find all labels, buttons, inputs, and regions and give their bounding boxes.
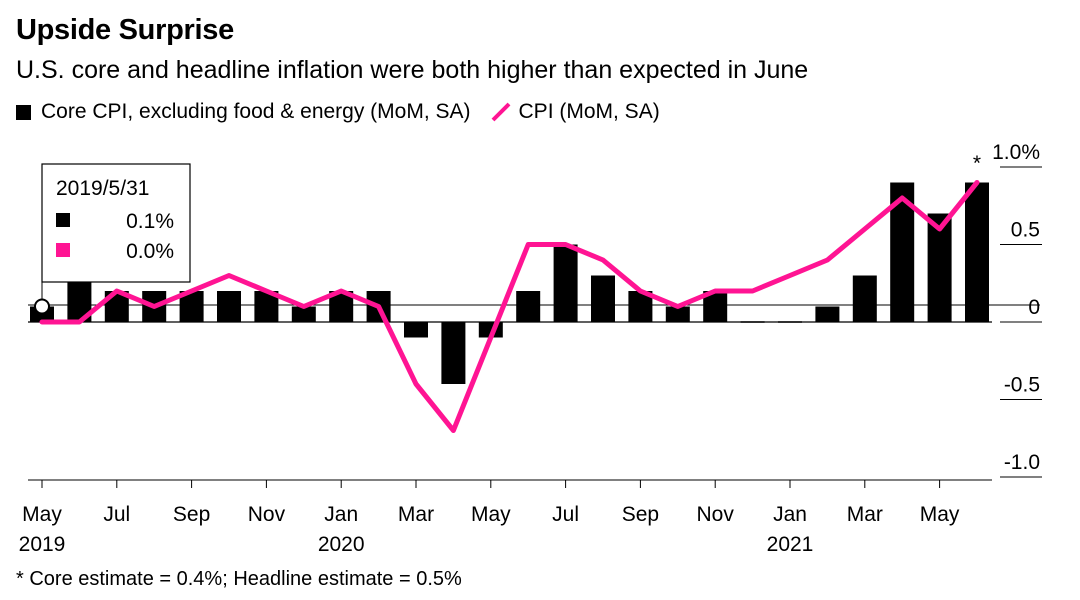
cpi-line	[39, 180, 980, 433]
y-tick-label-3: -0.5	[1004, 374, 1040, 397]
legend-cpi-label: CPI (MoM, SA)	[518, 100, 660, 123]
core-bar-2020-08	[591, 275, 615, 322]
x-tick-label-2019-05: May	[22, 503, 62, 526]
footnote: * Core estimate = 0.4%; Headline estimat…	[16, 568, 462, 590]
x-tick-label-2021-05: May	[920, 503, 960, 526]
x-tick-year-2019: 2019	[19, 533, 66, 556]
x-tick-label-2020-07: Jul	[552, 503, 579, 526]
core-bar-2020-06	[516, 291, 541, 322]
tooltip-core-value: 0.1%	[126, 210, 174, 233]
y-tick-label-1: 0.5	[1011, 219, 1040, 242]
y-tick-label-2: 0	[1028, 296, 1040, 319]
core-bar-2020-07	[553, 244, 578, 322]
core-bar-2019-10	[217, 291, 241, 322]
core-bar-2020-03	[404, 322, 428, 338]
core-bar-2021-06	[965, 182, 989, 322]
tooltip-core-swatch	[56, 213, 70, 227]
core-bar-2020-04	[441, 322, 466, 384]
x-tick-label-2021-03: Mar	[847, 503, 883, 526]
x-tick-label-2020-09: Sep	[622, 503, 659, 526]
y-tick-label-4: -1.0	[1004, 451, 1040, 474]
core-bar-2021-05	[927, 213, 952, 322]
x-tick-label-2020-11: Nov	[697, 503, 735, 526]
x-tick-label-2019-11: Nov	[248, 503, 286, 526]
core-bar-2019-12	[291, 306, 316, 322]
x-tick-year-2020: 2020	[318, 533, 365, 556]
x-tick-label-2019-09: Sep	[173, 503, 210, 526]
tooltip-cpi-value: 0.0%	[126, 240, 174, 263]
tooltip-cpi-swatch	[56, 243, 70, 257]
legend-core-swatch	[16, 104, 31, 120]
core-bar-2021-03	[852, 275, 877, 322]
tooltip-marker	[34, 298, 50, 315]
y-tick-label-0: 1.0%	[992, 141, 1040, 164]
x-tick-label-2021-01: Jan	[773, 503, 807, 526]
legend-core-label: Core CPI, excluding food & energy (MoM, …	[41, 100, 471, 123]
x-tick-label-2020-03: Mar	[398, 503, 434, 526]
legend-cpi-swatch	[491, 102, 510, 122]
annotation-star: *	[973, 152, 981, 175]
x-tick-year-2021: 2021	[767, 533, 814, 556]
x-tick-label-2020-05: May	[471, 503, 511, 526]
core-bar-2021-02	[815, 306, 840, 322]
chart-title: Upside Surprise	[16, 14, 234, 46]
chart-subtitle: U.S. core and headline inflation were bo…	[16, 56, 809, 84]
legend: Core CPI, excluding food & energy (MoM, …	[16, 100, 660, 124]
x-tick-label-2020-01: Jan	[324, 503, 358, 526]
x-tick-label-2019-07: Jul	[103, 503, 130, 526]
core-bar-2020-10	[665, 306, 690, 322]
tooltip-date: 2019/5/31	[56, 177, 149, 200]
